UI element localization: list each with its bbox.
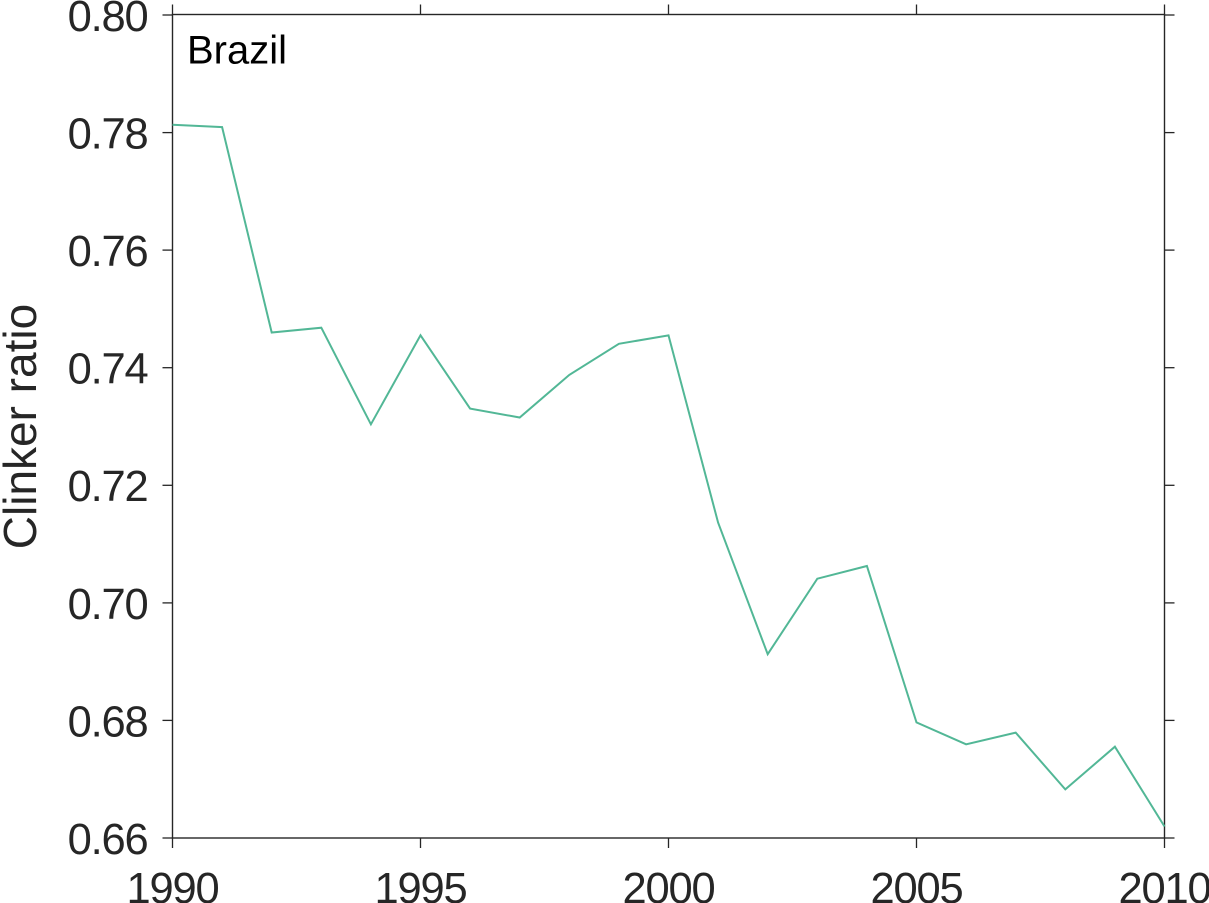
svg-text:0.66: 0.66 bbox=[68, 816, 148, 864]
svg-text:0.80: 0.80 bbox=[68, 0, 148, 41]
svg-text:0.70: 0.70 bbox=[68, 581, 148, 629]
svg-text:0.74: 0.74 bbox=[68, 346, 148, 394]
svg-text:0.68: 0.68 bbox=[68, 698, 148, 746]
svg-text:2010: 2010 bbox=[1119, 865, 1209, 903]
svg-text:Clinker ratio: Clinker ratio bbox=[0, 304, 46, 549]
svg-text:2005: 2005 bbox=[871, 865, 963, 903]
svg-text:0.78: 0.78 bbox=[68, 111, 148, 159]
svg-text:1995: 1995 bbox=[375, 865, 467, 903]
svg-text:1990: 1990 bbox=[127, 865, 219, 903]
svg-text:0.76: 0.76 bbox=[68, 228, 148, 276]
svg-text:0.72: 0.72 bbox=[68, 463, 148, 511]
svg-text:Brazil: Brazil bbox=[187, 29, 287, 73]
svg-text:2000: 2000 bbox=[623, 865, 715, 903]
